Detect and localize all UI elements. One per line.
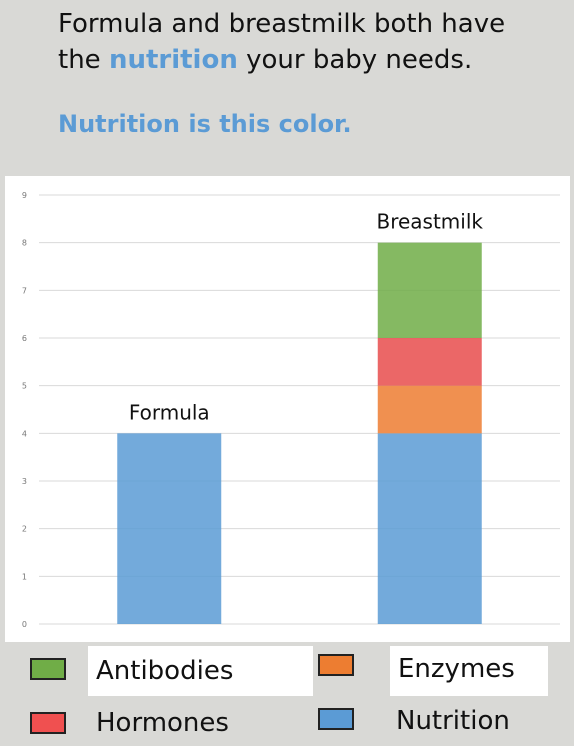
category-label-formula: Formula bbox=[129, 400, 210, 424]
headline-highlight: nutrition bbox=[108, 45, 238, 75]
y-tick-label-1: 1 bbox=[22, 572, 27, 581]
legend-swatch-hormones bbox=[30, 712, 66, 734]
headline-text-2a: the bbox=[58, 45, 109, 75]
stacked-bar-chart: 0 1 2 3 4 5 6 7 8 9 Formula Breastmilk bbox=[22, 191, 560, 629]
category-label-breastmilk: Breastmilk bbox=[376, 210, 483, 234]
legend-label-hormones: Hormones bbox=[96, 708, 229, 738]
headline-text-1: Formula and breastmilk both have bbox=[58, 9, 506, 39]
bar-formula-nutrition bbox=[117, 433, 222, 624]
legend-swatch-enzymes bbox=[318, 654, 354, 676]
subline: Nutrition is this color. bbox=[58, 110, 352, 138]
y-tick-label-3: 3 bbox=[22, 477, 27, 486]
bar-breastmilk-nutrition bbox=[377, 433, 482, 624]
headline-line-2: the nutrition your baby needs. bbox=[58, 42, 558, 78]
legend-box-enzymes bbox=[390, 646, 548, 696]
bar-breastmilk-enzymes bbox=[377, 385, 482, 434]
legend-swatch-nutrition bbox=[318, 708, 354, 730]
y-tick-label-0: 0 bbox=[22, 620, 27, 629]
bar-breastmilk-antibodies bbox=[377, 242, 482, 338]
chart-area: 0 1 2 3 4 5 6 7 8 9 Formula Breastmilk bbox=[5, 176, 570, 642]
bar-breastmilk-hormones bbox=[377, 338, 482, 386]
y-tick-label-5: 5 bbox=[22, 382, 27, 391]
y-tick-label-2: 2 bbox=[22, 525, 27, 534]
headline-text-2b: your baby needs. bbox=[237, 45, 473, 75]
y-tick-label-8: 8 bbox=[22, 239, 27, 248]
legend-label-enzymes: Enzymes bbox=[398, 654, 515, 684]
legend-label-nutrition: Nutrition bbox=[396, 706, 510, 736]
y-tick-label-6: 6 bbox=[22, 334, 27, 343]
y-tick-label-9: 9 bbox=[22, 191, 27, 200]
headline-line-1: Formula and breastmilk both have bbox=[58, 6, 558, 42]
legend-label-antibodies: Antibodies bbox=[96, 656, 234, 686]
y-tick-label-7: 7 bbox=[22, 286, 27, 295]
y-tick-label-4: 4 bbox=[22, 429, 27, 438]
legend-box-antibodies bbox=[88, 646, 313, 696]
legend-swatch-antibodies bbox=[30, 658, 66, 680]
headline: Formula and breastmilk both have the nut… bbox=[58, 6, 558, 78]
